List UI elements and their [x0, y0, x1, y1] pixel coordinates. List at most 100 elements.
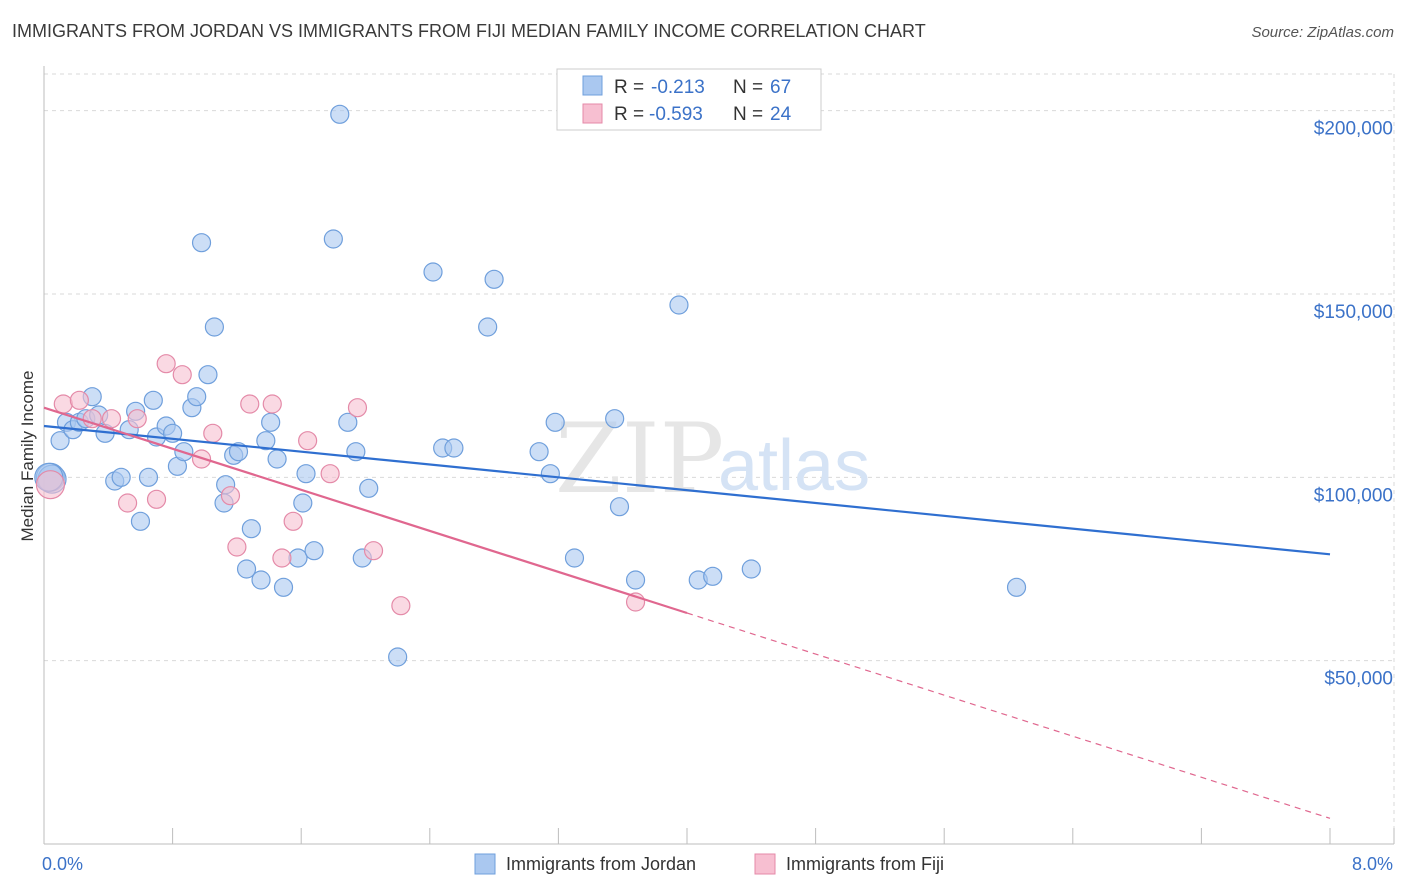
- data-point: [320, 464, 340, 484]
- data-point: [304, 541, 324, 561]
- watermark-zip: ZIP: [555, 403, 724, 515]
- y-tick-label: $100,000: [1314, 485, 1393, 506]
- legend: Immigrants from Jordan Immigrants from F…: [474, 853, 944, 875]
- data-point: [391, 596, 411, 616]
- data-point: [363, 541, 384, 561]
- data-point: [53, 394, 73, 414]
- stats-box: R = -0.213 N = 67 R = -0.593 N = 24: [556, 68, 822, 131]
- data-point: [256, 431, 276, 451]
- data-point: [187, 387, 207, 407]
- data-point: [117, 493, 138, 513]
- legend-label-fiji: Immigrants from Fiji: [786, 854, 944, 874]
- y-tick-labels: $50,000 $100,000 $150,000 $200,000: [1314, 119, 1393, 690]
- data-point: [272, 548, 292, 568]
- watermark-atlas: atlas: [718, 426, 870, 506]
- data-point: [143, 390, 163, 410]
- chart-source: Source: ZipAtlas.com: [1251, 24, 1394, 41]
- legend-swatch-fiji: [754, 853, 776, 875]
- data-point: [1006, 577, 1027, 597]
- data-point: [298, 431, 318, 451]
- stats-n-value-jordan: 67: [770, 77, 791, 98]
- data-point: [130, 511, 151, 531]
- data-point: [529, 442, 549, 462]
- data-point: [359, 478, 379, 498]
- data-point: [669, 295, 689, 315]
- x-tick-label: 8.0%: [1352, 854, 1393, 874]
- data-point: [423, 262, 443, 282]
- data-point: [251, 570, 271, 590]
- data-point: [545, 412, 565, 432]
- data-point: [204, 317, 224, 337]
- data-point: [156, 354, 176, 374]
- data-point: [127, 409, 147, 429]
- data-point: [172, 365, 192, 385]
- data-point: [478, 317, 498, 337]
- data-point: [605, 409, 625, 429]
- data-point: [347, 398, 368, 418]
- trend-line-fiji-extension: [686, 612, 1331, 819]
- y-tick-label: $50,000: [1324, 669, 1393, 690]
- axes: [43, 66, 1395, 845]
- data-point: [267, 449, 287, 469]
- data-point: [241, 519, 261, 539]
- stats-swatch-fiji: [582, 103, 603, 124]
- data-point: [323, 229, 343, 249]
- data-point: [625, 570, 646, 590]
- data-point: [283, 511, 303, 531]
- data-point: [293, 493, 313, 513]
- data-point: [227, 537, 247, 557]
- data-point: [540, 464, 560, 484]
- data-point: [111, 467, 131, 487]
- y-tick-label: $150,000: [1314, 302, 1393, 323]
- data-point: [296, 464, 316, 484]
- data-point: [609, 497, 630, 517]
- stats-n-label-fiji: N =: [733, 104, 763, 125]
- series-jordan-points: [34, 104, 1027, 667]
- data-point: [240, 394, 260, 414]
- stats-r-value-jordan: -0.213: [651, 77, 705, 98]
- trend-line-fiji: [43, 406, 688, 615]
- data-point: [138, 467, 159, 487]
- data-point: [220, 486, 241, 506]
- data-point: [50, 431, 70, 451]
- data-point: [330, 104, 350, 124]
- data-point: [101, 409, 122, 429]
- trend-line-jordan: [43, 424, 1331, 556]
- data-point: [146, 489, 167, 509]
- chart-title: IMMIGRANTS FROM JORDAN VS IMMIGRANTS FRO…: [12, 21, 926, 41]
- data-point: [198, 365, 218, 385]
- data-point: [338, 412, 358, 432]
- data-point: [261, 412, 281, 432]
- data-point: [444, 438, 464, 458]
- data-point: [484, 269, 504, 289]
- data-point: [262, 394, 282, 414]
- data-point: [82, 409, 102, 429]
- x-tick-label: 0.0%: [42, 854, 83, 874]
- legend-swatch-jordan: [474, 853, 496, 875]
- watermark: ZIP atlas: [555, 403, 870, 515]
- data-point: [273, 577, 294, 597]
- data-point: [35, 470, 66, 500]
- stats-r-label-jordan: R =: [614, 77, 644, 98]
- legend-label-jordan: Immigrants from Jordan: [506, 854, 696, 874]
- data-point: [564, 548, 585, 568]
- stats-n-label-jordan: N =: [733, 77, 763, 98]
- x-tick-labels: 0.0% 8.0%: [42, 854, 1393, 874]
- stats-r-value-fiji: -0.593: [649, 104, 703, 125]
- data-point: [741, 559, 761, 579]
- stats-n-value-fiji: 24: [770, 104, 792, 125]
- data-point: [388, 647, 408, 667]
- data-point: [236, 559, 257, 579]
- data-point: [191, 233, 212, 253]
- data-point: [228, 442, 249, 462]
- y-axis-label: Median Family Income: [18, 370, 37, 541]
- data-point: [703, 566, 723, 586]
- y-tick-label: $200,000: [1314, 119, 1393, 140]
- data-point: [69, 390, 89, 410]
- data-point: [288, 548, 308, 568]
- stats-r-label-fiji: R =: [614, 104, 644, 125]
- stats-swatch-jordan: [582, 75, 603, 96]
- trend-lines: [43, 406, 1331, 819]
- series-fiji-points: [35, 354, 646, 616]
